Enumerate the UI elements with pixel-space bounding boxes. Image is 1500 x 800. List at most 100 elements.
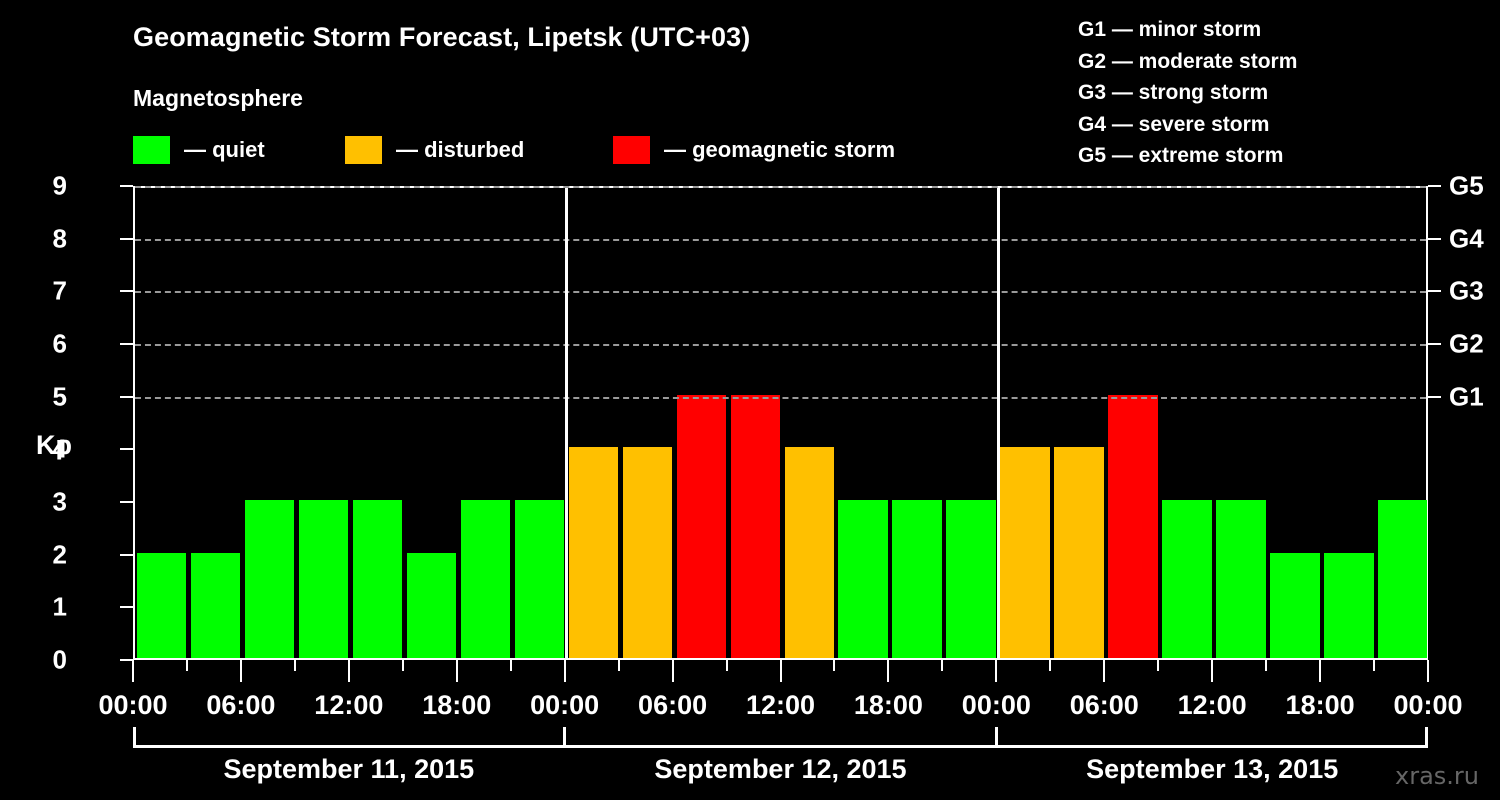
x-axis-tick-label-1: 06:00 [206,690,276,720]
y-axis-tick-label-9: 9 [52,170,67,201]
x-axis-tick-label-4: 00:00 [530,690,600,720]
y-axis-tick-6 [120,343,133,345]
legend-item-geomagnetic-storm: — geomagnetic storm [613,134,895,166]
g-axis-tick-G3 [1428,290,1441,293]
y-axis-tick-label-1: 1 [52,591,67,622]
legend-item-disturbed: — disturbed [345,134,524,166]
bar[interactable] [622,447,673,658]
date-band-end-tick [1425,727,1428,745]
y-axis-tick-8 [120,237,133,240]
y-axis-tick-4 [120,448,133,451]
x-axis-tick-major [1103,660,1106,682]
y-axis-tick-0 [120,659,133,661]
x-axis-tick-minor [185,660,188,671]
gridline-kp-8 [135,238,1426,241]
x-axis-tick-major [239,660,242,682]
bar[interactable] [838,500,888,658]
bar[interactable] [1108,394,1158,658]
x-axis-tick-major [1211,660,1214,682]
g-axis-tick-G1 [1428,395,1441,398]
gridline-kp-7 [135,291,1426,294]
plot-area [133,186,1428,660]
bar[interactable] [1216,500,1266,658]
y-axis-tick-9 [120,185,133,187]
x-axis-tick-label-0: 00:00 [98,690,168,720]
date-label-day-2: September 12, 2015 [654,754,907,784]
g-axis-tick-label-G5: G5 [1449,170,1484,201]
gridline-kp-6 [135,344,1426,346]
y-axis-tick-3 [120,501,133,503]
bar[interactable] [784,447,834,658]
bar[interactable] [406,552,457,658]
x-axis-tick-minor [617,660,620,671]
x-axis-tick-label-7: 18:00 [853,690,923,720]
bar[interactable] [1054,447,1104,658]
g-scale-key-row-3: G3 — strong storm [1078,81,1269,104]
bar[interactable] [1378,500,1428,658]
x-axis-tick-major [995,660,998,682]
g-scale-key-row-4: G4 — severe storm [1078,112,1270,136]
bar[interactable] [892,500,942,658]
bar[interactable] [244,500,295,658]
legend-label-quiet: — quiet [184,137,265,162]
gridline-kp-5 [135,396,1426,399]
x-axis-tick-minor [1049,660,1052,671]
legend-label-geomagnetic-storm: — geomagnetic storm [664,137,896,162]
x-axis-tick-minor [1265,660,1268,671]
x-axis-tick-label-10: 12:00 [1177,690,1247,720]
x-axis-tick-label-11: 18:00 [1285,690,1355,720]
x-axis-tick-minor [941,660,944,671]
y-axis-tick-label-5: 5 [52,381,67,412]
g-axis-tick-label-G2: G2 [1449,328,1484,359]
x-axis-tick-minor [1157,660,1160,671]
date-band-separator [994,727,998,745]
y-axis-tick-5 [120,395,133,398]
x-axis-tick-major [132,660,134,682]
date-band-rule [133,745,1428,748]
x-axis-tick-major [887,660,890,682]
y-axis-tick-label-0: 0 [52,644,67,675]
bar[interactable] [568,447,619,658]
g-scale-key-row-2: G2 — moderate storm [1078,49,1298,73]
watermark: xras.ru [1395,762,1479,790]
page-title: Geomagnetic Storm Forecast, Lipetsk (UTC… [133,22,751,52]
x-axis-tick-label-6: 12:00 [745,690,816,720]
magnetosphere-subtitle: Magnetosphere [133,85,303,111]
bar[interactable] [460,500,511,658]
y-axis-tick-7 [120,290,133,293]
x-axis-tick-major [779,660,782,682]
x-axis-tick-label-3: 18:00 [422,690,492,720]
gridline-kp-9 [135,186,1426,188]
g-scale-key: G1 — minor storm G2 — moderate storm G3 — … [1078,14,1297,172]
bar[interactable] [190,552,241,658]
y-axis-tick-label-4: 4 [52,433,67,464]
legend-item-quiet: — quiet [133,134,265,166]
g-axis-tick-G5 [1428,185,1441,187]
bar[interactable] [298,500,349,658]
x-axis-tick-label-5: 06:00 [638,690,708,720]
y-axis-tick-label-7: 7 [52,275,67,306]
bar[interactable] [676,394,727,658]
bar[interactable] [946,500,996,658]
g-scale-key-row-1: G1 — minor storm [1078,18,1262,41]
bar[interactable] [137,552,187,658]
y-axis-tick-1 [120,606,133,609]
date-label-day-1: September 11, 2015 [223,754,475,784]
g-axis-tick-label-G1: G1 [1449,381,1484,412]
x-axis-tick-major [563,660,566,682]
g-axis-tick-G2 [1428,343,1441,345]
bar[interactable] [1000,447,1050,658]
bar[interactable] [1270,552,1320,658]
x-axis-tick-label-9: 06:00 [1069,690,1139,720]
bar[interactable] [1324,552,1374,658]
bar[interactable] [730,394,780,658]
y-axis-tick-label-2: 2 [52,539,67,570]
g-axis-tick-label-G4: G4 [1449,223,1484,254]
x-axis-tick-minor [1373,660,1376,671]
x-axis-tick-major [1427,660,1429,682]
bar[interactable] [352,500,403,658]
bar[interactable] [1162,500,1212,658]
bar[interactable] [514,500,565,658]
bar-series [135,188,1428,658]
